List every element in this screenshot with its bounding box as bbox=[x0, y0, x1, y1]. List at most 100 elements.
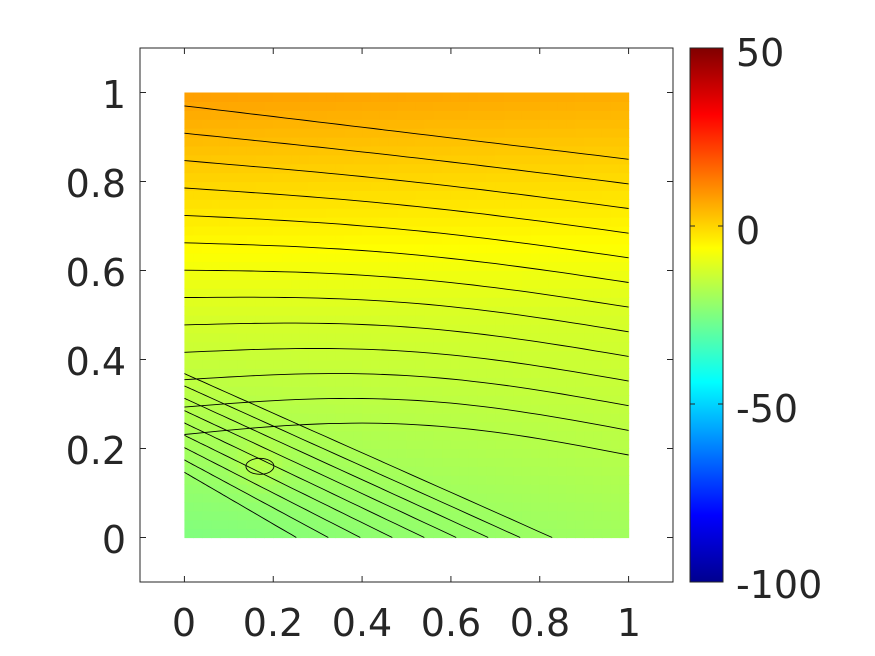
field-cell bbox=[610, 493, 621, 503]
field-cell bbox=[442, 439, 452, 450]
field-cell bbox=[424, 501, 434, 512]
field-cell bbox=[273, 439, 283, 450]
field-cell bbox=[228, 377, 239, 387]
field-cell bbox=[593, 119, 603, 129]
field-cell bbox=[397, 252, 408, 263]
field-cell bbox=[442, 448, 452, 458]
field-cell bbox=[468, 190, 479, 200]
field-cell bbox=[184, 430, 194, 441]
field-cell bbox=[211, 92, 221, 102]
field-cell bbox=[459, 288, 470, 298]
field-cell bbox=[477, 430, 488, 441]
field-cell bbox=[584, 475, 594, 485]
field-cell bbox=[450, 430, 461, 441]
field-cell bbox=[601, 163, 612, 174]
field-cell bbox=[211, 404, 221, 414]
field-cell bbox=[566, 395, 576, 405]
field-cell bbox=[601, 368, 612, 378]
field-cell bbox=[202, 421, 212, 432]
field-cell bbox=[291, 172, 301, 183]
field-cell bbox=[504, 243, 514, 254]
field-cell bbox=[273, 386, 283, 396]
field-cell bbox=[486, 190, 496, 200]
field-cell bbox=[486, 110, 496, 120]
field-cell bbox=[362, 359, 372, 369]
field-cell bbox=[513, 332, 523, 343]
field-cell bbox=[184, 279, 194, 289]
field-cell bbox=[450, 279, 461, 289]
field-cell bbox=[406, 110, 416, 120]
field-cell bbox=[344, 528, 354, 539]
field-cell bbox=[575, 359, 585, 369]
field-cell bbox=[424, 315, 434, 325]
field-cell bbox=[442, 475, 452, 485]
field-cell bbox=[370, 421, 381, 432]
field-cell bbox=[610, 261, 621, 272]
field-cell bbox=[530, 377, 541, 387]
field-cell bbox=[468, 430, 479, 441]
field-cell bbox=[424, 279, 434, 289]
field-cell bbox=[379, 484, 390, 494]
field-cell bbox=[282, 528, 292, 539]
field-cell bbox=[513, 119, 523, 129]
field-cell bbox=[548, 448, 559, 458]
field-cell bbox=[308, 234, 319, 245]
field-cell bbox=[317, 377, 328, 387]
field-cell bbox=[619, 315, 630, 325]
field-cell bbox=[246, 377, 257, 387]
field-cell bbox=[237, 181, 248, 191]
field-cell bbox=[495, 412, 505, 423]
field-cell bbox=[344, 252, 354, 263]
field-cell bbox=[344, 243, 354, 254]
field-cell bbox=[273, 181, 283, 191]
field-cell bbox=[513, 190, 523, 200]
field-cell bbox=[237, 332, 248, 343]
field-cell bbox=[504, 226, 514, 236]
field-cell bbox=[442, 359, 452, 369]
field-cell bbox=[610, 181, 621, 191]
field-cell bbox=[193, 350, 203, 361]
field-cell bbox=[575, 448, 585, 458]
field-cell bbox=[228, 510, 239, 521]
field-cell bbox=[593, 243, 603, 254]
field-cell bbox=[593, 226, 603, 236]
field-cell bbox=[255, 421, 265, 432]
field-cell bbox=[459, 199, 470, 209]
field-cell bbox=[282, 484, 292, 494]
field-cell bbox=[273, 323, 283, 334]
field-cell bbox=[415, 368, 425, 378]
field-cell bbox=[486, 332, 496, 343]
field-cell bbox=[486, 217, 496, 227]
field-cell bbox=[397, 181, 408, 191]
field-cell bbox=[415, 145, 425, 156]
field-cell bbox=[566, 154, 576, 165]
field-cell bbox=[539, 119, 550, 129]
field-cell bbox=[219, 528, 230, 539]
field-cell bbox=[468, 119, 479, 129]
field-cell bbox=[202, 377, 212, 387]
field-cell bbox=[504, 386, 514, 396]
field-cell bbox=[211, 306, 221, 316]
field-cell bbox=[317, 528, 328, 539]
field-cell bbox=[442, 145, 452, 156]
field-cell bbox=[388, 519, 399, 530]
field-cell bbox=[264, 395, 274, 405]
field-cell bbox=[370, 359, 381, 369]
field-cell bbox=[548, 137, 559, 147]
field-cell bbox=[486, 261, 496, 272]
field-cell bbox=[530, 501, 541, 512]
field-cell bbox=[344, 448, 354, 458]
field-cell bbox=[575, 226, 585, 236]
field-cell bbox=[211, 466, 221, 476]
field-cell bbox=[291, 386, 301, 396]
field-cell bbox=[450, 163, 461, 174]
field-cell bbox=[477, 386, 488, 396]
field-cell bbox=[397, 421, 408, 432]
field-cell bbox=[379, 243, 390, 254]
field-cell bbox=[610, 226, 621, 236]
field-cell bbox=[246, 252, 257, 263]
field-cell bbox=[548, 386, 559, 396]
x-tick-label: 0.4 bbox=[332, 601, 392, 645]
field-cell bbox=[442, 368, 452, 378]
field-cell bbox=[184, 217, 194, 227]
